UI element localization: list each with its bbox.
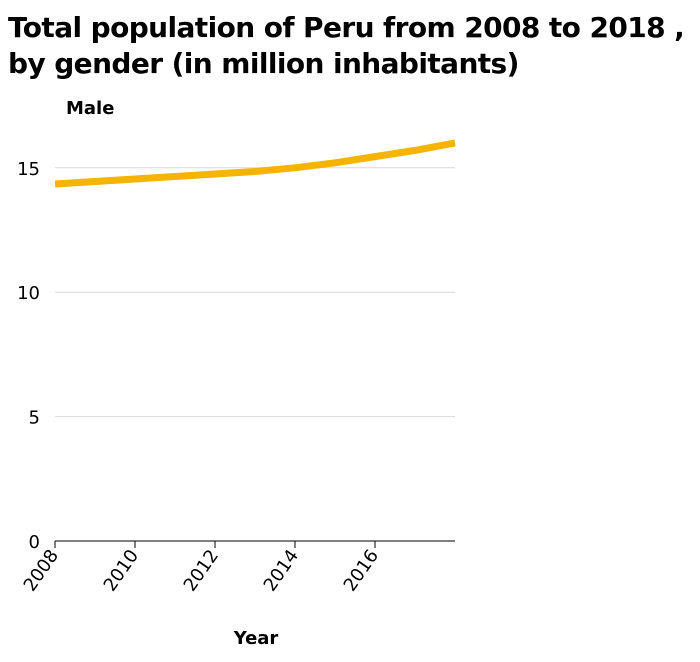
x-axis-label: Year	[233, 628, 279, 649]
y-axis-label: Male	[66, 98, 114, 119]
labels: Male Year	[66, 98, 278, 649]
x-tick-label: 2010	[100, 546, 143, 596]
x-tick-label: 2014	[260, 546, 303, 596]
y-tick-label: 0	[29, 532, 40, 553]
chart-title: Total population of Peru from 2008 to 20…	[8, 11, 685, 80]
gridlines	[55, 167, 455, 418]
series	[54, 139, 456, 188]
y-tick-label: 5	[29, 408, 40, 429]
x-tick-label: 2008	[20, 546, 63, 596]
y-tick-label: 10	[17, 283, 40, 304]
x-tick-label: 2016	[340, 546, 383, 596]
y-tick-label: 15	[17, 159, 40, 180]
x-tick-label: 2012	[180, 546, 223, 596]
series-line-male	[54, 139, 456, 188]
axes: 0 5 10 15 2008 2010 2012 2014 2016	[17, 159, 455, 596]
